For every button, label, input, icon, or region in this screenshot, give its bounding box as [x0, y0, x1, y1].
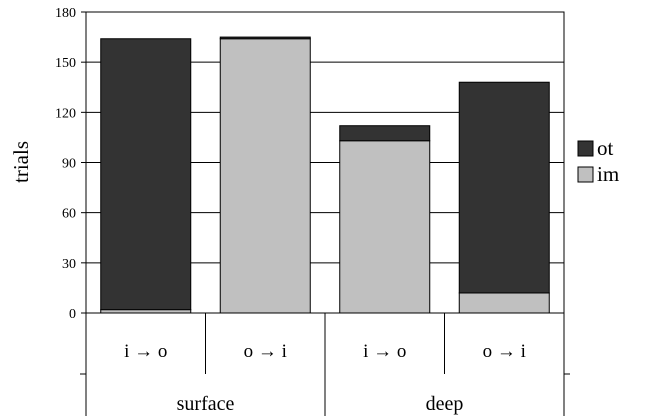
y-tick-label: 60: [62, 207, 76, 222]
category-label: i → o: [124, 341, 167, 362]
legend-swatch-im: [577, 166, 594, 183]
legend-swatch-ot: [577, 140, 594, 157]
y-tick-label: 120: [55, 106, 76, 121]
group-label: surface: [177, 393, 235, 415]
y-tick-labels: 0 30 60 90 120 150 180: [55, 6, 76, 322]
bar-im: [339, 140, 431, 314]
y-tick-label: 150: [55, 56, 76, 71]
category-label: o → i: [244, 341, 287, 362]
bar-im: [100, 309, 192, 314]
y-tick-label: 90: [62, 157, 76, 172]
category-label: o → i: [483, 341, 526, 362]
legend-label-im: im: [597, 162, 619, 186]
y-axis-title: trials: [9, 141, 33, 183]
bar-ot: [100, 38, 192, 311]
category-labels: i → o o → i i → o o → i: [124, 341, 526, 362]
bar-im: [458, 292, 550, 314]
group-labels: surface deep: [177, 393, 464, 415]
group-label: deep: [426, 393, 464, 415]
bar-ot: [458, 81, 550, 294]
axes: [80, 11, 570, 416]
legend-label-ot: ot: [597, 136, 614, 160]
bar-im: [219, 38, 311, 314]
y-tick-label: 30: [62, 257, 76, 272]
y-tick-label: 0: [69, 307, 76, 322]
y-tick-label: 180: [55, 6, 76, 21]
bar-ot: [219, 36, 311, 40]
bar-ot: [339, 125, 431, 142]
category-label: i → o: [363, 341, 406, 362]
bars: [100, 36, 550, 314]
